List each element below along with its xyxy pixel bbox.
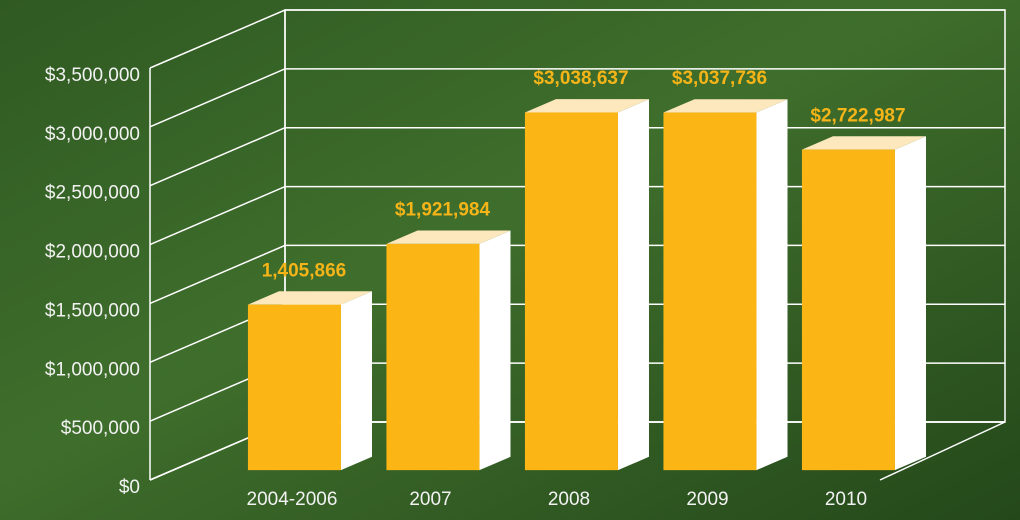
bar: [247, 304, 341, 471]
grid-line: [149, 68, 1005, 128]
bar-top: [524, 99, 649, 113]
y-tick-label: $500,000: [61, 418, 140, 439]
x-tick-label: 2009: [686, 489, 728, 510]
bar: [524, 112, 618, 471]
bar-side: [894, 136, 926, 471]
bar: [663, 112, 757, 471]
value-label: $3,038,637: [533, 68, 628, 89]
y-tick-label: $3,500,000: [45, 65, 140, 86]
x-tick-label: 2010: [825, 489, 867, 510]
y-tick-label: $2,500,000: [45, 183, 140, 204]
grid-line: [149, 9, 1005, 69]
y-tick-label: $2,000,000: [45, 242, 140, 263]
y-tick-label: $1,000,000: [45, 359, 140, 380]
y-tick-label: $3,000,000: [45, 124, 140, 145]
bar: [801, 149, 895, 471]
value-label: 1,405,866: [262, 260, 347, 281]
bar-top: [386, 230, 511, 244]
value-label: $3,037,736: [672, 68, 767, 89]
x-tick-label: 2004-2006: [247, 489, 338, 510]
x-tick-label: 2008: [548, 489, 590, 510]
bar-top: [663, 99, 788, 113]
bar-top: [801, 136, 926, 150]
y-tick-label: $0: [119, 477, 140, 498]
x-tick-label: 2007: [409, 489, 451, 510]
bar-top: [247, 291, 372, 305]
value-label: $1,921,984: [395, 200, 491, 221]
bar-side: [617, 99, 649, 471]
bar: [386, 243, 480, 471]
bar-side: [756, 99, 788, 471]
bar-side: [340, 291, 372, 471]
value-label: $2,722,987: [810, 105, 905, 126]
bar-side: [479, 230, 511, 471]
y-tick-label: $1,500,000: [45, 300, 140, 321]
